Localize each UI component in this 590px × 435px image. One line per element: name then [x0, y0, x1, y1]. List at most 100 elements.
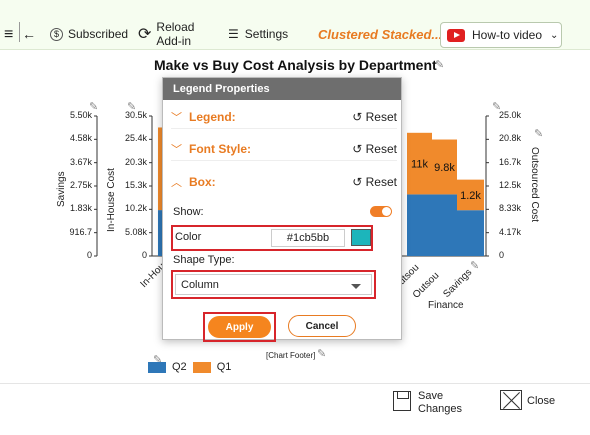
- save-label-line2: Changes: [418, 403, 463, 415]
- reload-label-line1: Reload: [156, 20, 195, 34]
- section-legend[interactable]: ﹀ Legend: ↺ Reset: [171, 105, 397, 129]
- section-box-label: Box:: [189, 175, 216, 189]
- outsourced-tick: 4.17k: [499, 226, 522, 237]
- back-arrow-icon[interactable]: ←: [22, 26, 36, 42]
- how-to-video-label: How-to video: [472, 28, 543, 42]
- show-toggle[interactable]: [370, 206, 392, 217]
- apply-highlight: Apply: [203, 312, 276, 342]
- cancel-button[interactable]: Cancel: [288, 315, 356, 337]
- toolbar-divider: [19, 22, 20, 42]
- inhouse-tick: 30.5k: [124, 110, 147, 120]
- legend-swatch-q1: [192, 361, 211, 373]
- outsourced-tick: 20.8k: [499, 133, 522, 144]
- color-label: Color: [175, 231, 202, 243]
- how-to-video-button[interactable]: How-to video ⌄: [440, 22, 562, 48]
- outsourced-tick: 12.5k: [499, 180, 522, 190]
- chart-type-title: Clustered Stacked...: [318, 27, 443, 42]
- bar-outsourced-2-q1: [432, 139, 457, 195]
- close-button[interactable]: Close: [527, 395, 556, 407]
- savings-axis-title: Savings: [56, 171, 67, 207]
- reset-icon: ↺: [352, 142, 363, 156]
- reset-box-label: Reset: [365, 175, 397, 189]
- outsourced-tick: 16.7k: [499, 156, 522, 167]
- section-legend-label: Legend:: [189, 109, 236, 124]
- savings-tick: 1.83k: [69, 203, 92, 214]
- edit-axis3-pencil-icon[interactable]: ✎: [492, 101, 502, 113]
- menu-icon[interactable]: ≡: [4, 26, 14, 43]
- chevron-down-icon: ⌄: [550, 29, 559, 41]
- data-label-outsourced-2: 9.8k: [434, 162, 455, 174]
- settings-sliders-icon: ☰: [228, 27, 239, 41]
- edit-axis3-title-pencil-icon[interactable]: ✎: [534, 128, 544, 140]
- shape-type-highlight: Column: [171, 270, 376, 299]
- color-swatch-picker[interactable]: [351, 229, 371, 246]
- savings-tick: 4.58k: [69, 133, 92, 144]
- inhouse-tick: 5.08k: [124, 226, 147, 237]
- edit-legend-pencil-icon[interactable]: ✎: [153, 354, 163, 366]
- save-icon[interactable]: [393, 391, 411, 411]
- bar-outsourced-2-q2: [432, 194, 457, 256]
- subscribed-label: Subscribed: [68, 27, 129, 41]
- chart-legend[interactable]: Q2 Q1: [148, 361, 231, 373]
- save-label-line1: Save: [418, 390, 444, 402]
- chart-footer[interactable]: [Chart Footer]: [266, 351, 316, 360]
- inhouse-tick: 0: [141, 250, 147, 260]
- edit-footer-pencil-icon[interactable]: ✎: [317, 348, 327, 360]
- settings-button[interactable]: ☰ Settings: [228, 27, 288, 41]
- apply-button[interactable]: Apply: [208, 316, 271, 338]
- reset-icon: ↺: [352, 110, 363, 124]
- inhouse-tick: 25.4k: [124, 133, 147, 144]
- reload-addin-button[interactable]: ⟳ Reload Add-in: [138, 20, 194, 48]
- reload-icon: ⟳: [138, 26, 152, 43]
- toolbar: ≡ ← $ Subscribed ⟳ Reload Add-in ☰ Setti…: [0, 0, 590, 50]
- youtube-icon: [447, 28, 465, 42]
- reset-legend-button[interactable]: ↺ Reset: [352, 110, 397, 124]
- reset-font-style-button[interactable]: ↺ Reset: [352, 142, 397, 156]
- shape-type-label: Shape Type:: [173, 254, 235, 266]
- color-hex-input[interactable]: #1cb5bb: [271, 229, 345, 247]
- section-font-style-label: Font Style:: [189, 141, 251, 156]
- reset-box-button[interactable]: ↺ Reset: [352, 175, 397, 189]
- save-changes-button[interactable]: Save Changes: [418, 390, 462, 416]
- savings-tick: 0: [86, 250, 92, 260]
- savings-tick: 5.50k: [69, 110, 92, 120]
- edit-axis1-pencil-icon[interactable]: ✎: [89, 101, 99, 113]
- section-box[interactable]: ︿ Box: ↺ Reset: [171, 170, 397, 194]
- outsourced-tick: 25.0k: [499, 110, 522, 120]
- shape-type-value: Column: [181, 278, 219, 291]
- chevron-down-icon: ﹀: [171, 111, 182, 124]
- bar-outsourced-1-q1: [407, 132, 432, 195]
- edit-title-pencil-icon[interactable]: ✎: [435, 59, 445, 71]
- bottom-bar: Save Changes Close: [0, 383, 590, 435]
- chevron-down-icon: ﹀: [171, 143, 182, 156]
- dropdown-caret-icon: [351, 284, 361, 289]
- chevron-up-icon: ︿: [171, 177, 182, 189]
- savings-tick: 2.75k: [69, 180, 92, 190]
- dollar-icon: $: [50, 27, 63, 41]
- reload-label-line2: Add-in: [156, 34, 192, 48]
- shape-type-select[interactable]: Column: [175, 274, 372, 295]
- savings-tick: 916.7: [69, 226, 92, 237]
- close-icon[interactable]: [500, 390, 522, 410]
- color-row: Color #1cb5bb: [171, 225, 373, 251]
- settings-label: Settings: [244, 27, 289, 41]
- inhouse-tick: 20.3k: [124, 156, 147, 167]
- data-label-savings: 1.2k: [460, 190, 481, 202]
- reset-legend-label: Reset: [365, 110, 397, 124]
- subscribed-button[interactable]: $ Subscribed: [50, 27, 128, 41]
- outsourced-axis-title: Outsourced Cost: [529, 147, 540, 223]
- edit-xaxis-pencil-icon[interactable]: ✎: [470, 260, 480, 272]
- outsourced-tick: 0: [499, 250, 505, 260]
- data-label-outsourced-1: 11k: [411, 159, 428, 171]
- outsourced-tick: 8.33k: [499, 203, 522, 214]
- inhouse-tick: 10.2k: [124, 203, 147, 214]
- legend-label-q1: Q1: [216, 361, 232, 373]
- savings-tick: 3.67k: [69, 156, 92, 167]
- section-font-style[interactable]: ﹀ Font Style: ↺ Reset: [171, 137, 397, 161]
- legend-properties-dialog: Legend Properties ﹀ Legend: ↺ Reset ﹀ Fo…: [162, 77, 402, 342]
- chart-title[interactable]: Make vs Buy Cost Analysis by Department: [154, 57, 437, 73]
- edit-axis2-pencil-icon[interactable]: ✎: [127, 101, 137, 113]
- bar-savings-q2: [457, 210, 484, 256]
- reset-icon: ↺: [352, 175, 363, 189]
- bar-outsourced-1-q2: [407, 194, 432, 256]
